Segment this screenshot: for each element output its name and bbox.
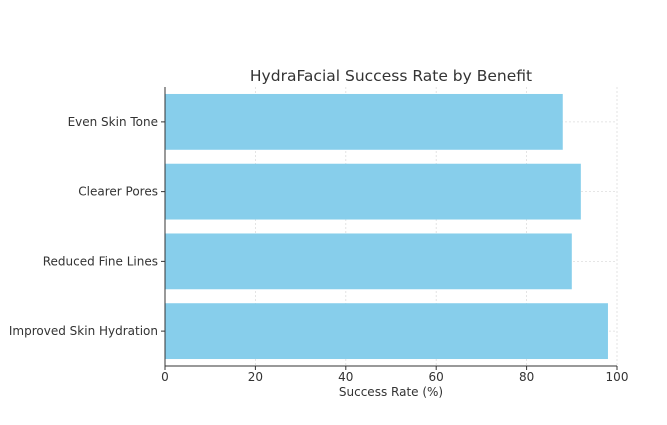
y-tick-label: Reduced Fine Lines bbox=[43, 254, 158, 268]
x-tick-label: 0 bbox=[161, 370, 169, 384]
x-tick-label: 20 bbox=[248, 370, 263, 384]
chart-title: HydraFacial Success Rate by Benefit bbox=[250, 67, 532, 85]
y-tick-label: Improved Skin Hydration bbox=[9, 324, 158, 338]
x-tick-label: 80 bbox=[519, 370, 534, 384]
x-axis-label: Success Rate (%) bbox=[339, 385, 443, 399]
x-tick-label: 40 bbox=[338, 370, 353, 384]
y-tick-label: Clearer Pores bbox=[78, 185, 158, 199]
x-tick-label: 60 bbox=[429, 370, 444, 384]
x-tick-label: 100 bbox=[606, 370, 629, 384]
bar bbox=[165, 303, 608, 360]
bar bbox=[165, 93, 563, 150]
y-tick-label: Even Skin Tone bbox=[68, 115, 158, 129]
bar bbox=[165, 233, 572, 290]
bar bbox=[165, 163, 581, 220]
